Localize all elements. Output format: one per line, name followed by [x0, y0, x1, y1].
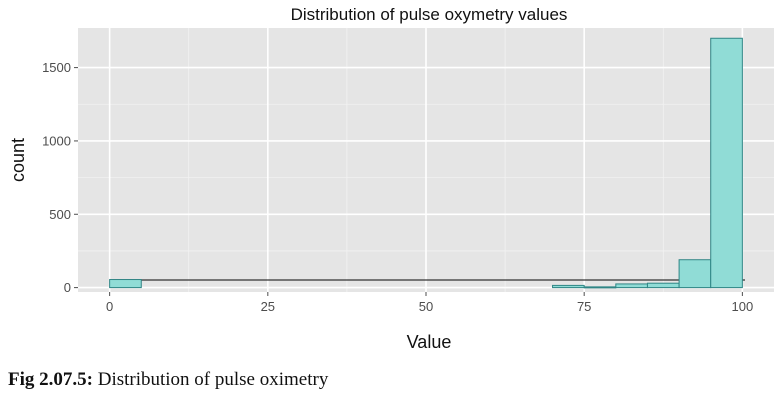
chart-title: Distribution of pulse oxymetry values — [291, 5, 568, 24]
histogram-bar — [109, 279, 142, 289]
caption-text: Distribution of pulse oximetry — [97, 369, 329, 390]
histogram-bar — [552, 284, 585, 289]
caption-label: Fig 2.07.5: — [8, 369, 93, 390]
histogram-bar — [678, 259, 712, 289]
y-tick-label: 500 — [49, 207, 71, 222]
grid-lines — [78, 28, 774, 292]
histogram-chart: 0 25 50 75 100 0 500 1000 1500 Distribution of … — [8, 5, 774, 352]
y-tick-label: 1000 — [42, 133, 71, 148]
x-axis-label: Value — [407, 332, 452, 352]
histogram-bar — [583, 286, 617, 289]
y-axis-ticks: 0 500 1000 1500 — [42, 60, 78, 295]
x-tick-label: 25 — [261, 299, 275, 314]
x-tick-label: 0 — [106, 299, 113, 314]
y-tick-label: 1500 — [42, 60, 71, 75]
histogram-bar — [615, 283, 648, 289]
x-tick-label: 75 — [577, 299, 591, 314]
bars — [109, 37, 743, 289]
y-axis-label: count — [8, 138, 28, 182]
histogram-bar — [710, 37, 743, 289]
figure-caption: Fig 2.07.5: Distribution of pulse oximet… — [8, 369, 328, 391]
x-tick-label: 100 — [732, 299, 754, 314]
x-axis-ticks: 0 25 50 75 100 — [106, 292, 753, 314]
histogram-bar — [646, 282, 680, 289]
y-tick-label: 0 — [64, 280, 71, 295]
x-tick-label: 50 — [419, 299, 433, 314]
